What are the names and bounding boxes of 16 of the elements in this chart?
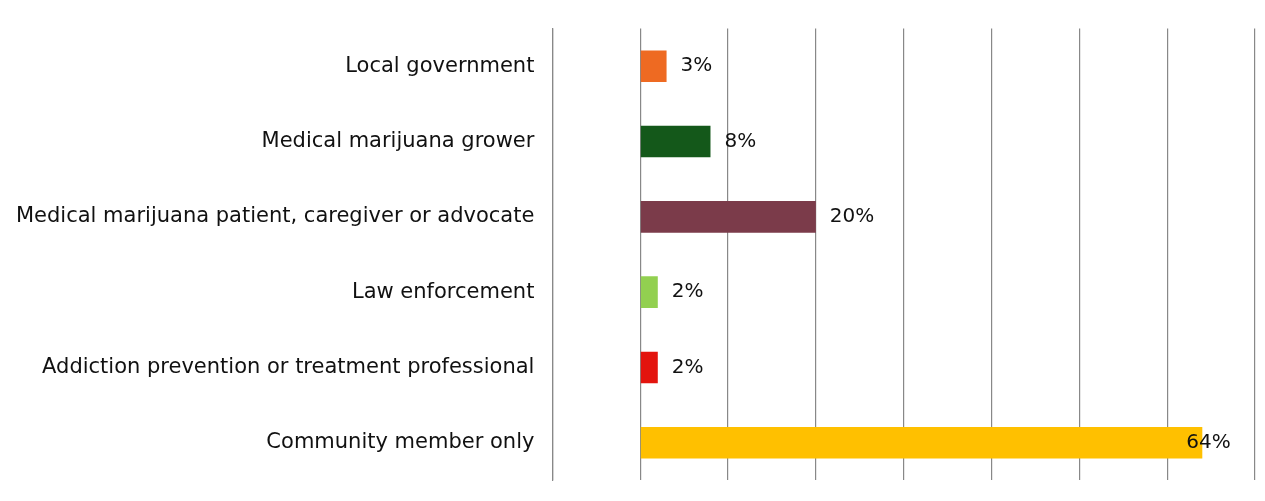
- bar: [640, 201, 816, 233]
- y-tick-label: Local government: [345, 52, 535, 77]
- bar: [640, 125, 711, 158]
- bar: [640, 351, 658, 384]
- bar: [640, 276, 658, 308]
- y-tick-label: Medical marijuana patient, caregiver or advocate: [15, 203, 535, 228]
- y-tick-label: Medical marijuana grower: [261, 128, 535, 152]
- y-tick-label: Community member only: [266, 429, 535, 454]
- data-label: 2%: [671, 278, 704, 303]
- y-tick-label: Addiction prevention or treatment professional: [42, 353, 535, 378]
- y-tick-label: Law enforcement: [351, 278, 535, 303]
- data-label: 8%: [724, 127, 757, 152]
- data-label: 2%: [671, 353, 704, 378]
- data-label: 3%: [680, 52, 713, 77]
- data-label: 20%: [829, 203, 875, 228]
- bar: [640, 50, 667, 83]
